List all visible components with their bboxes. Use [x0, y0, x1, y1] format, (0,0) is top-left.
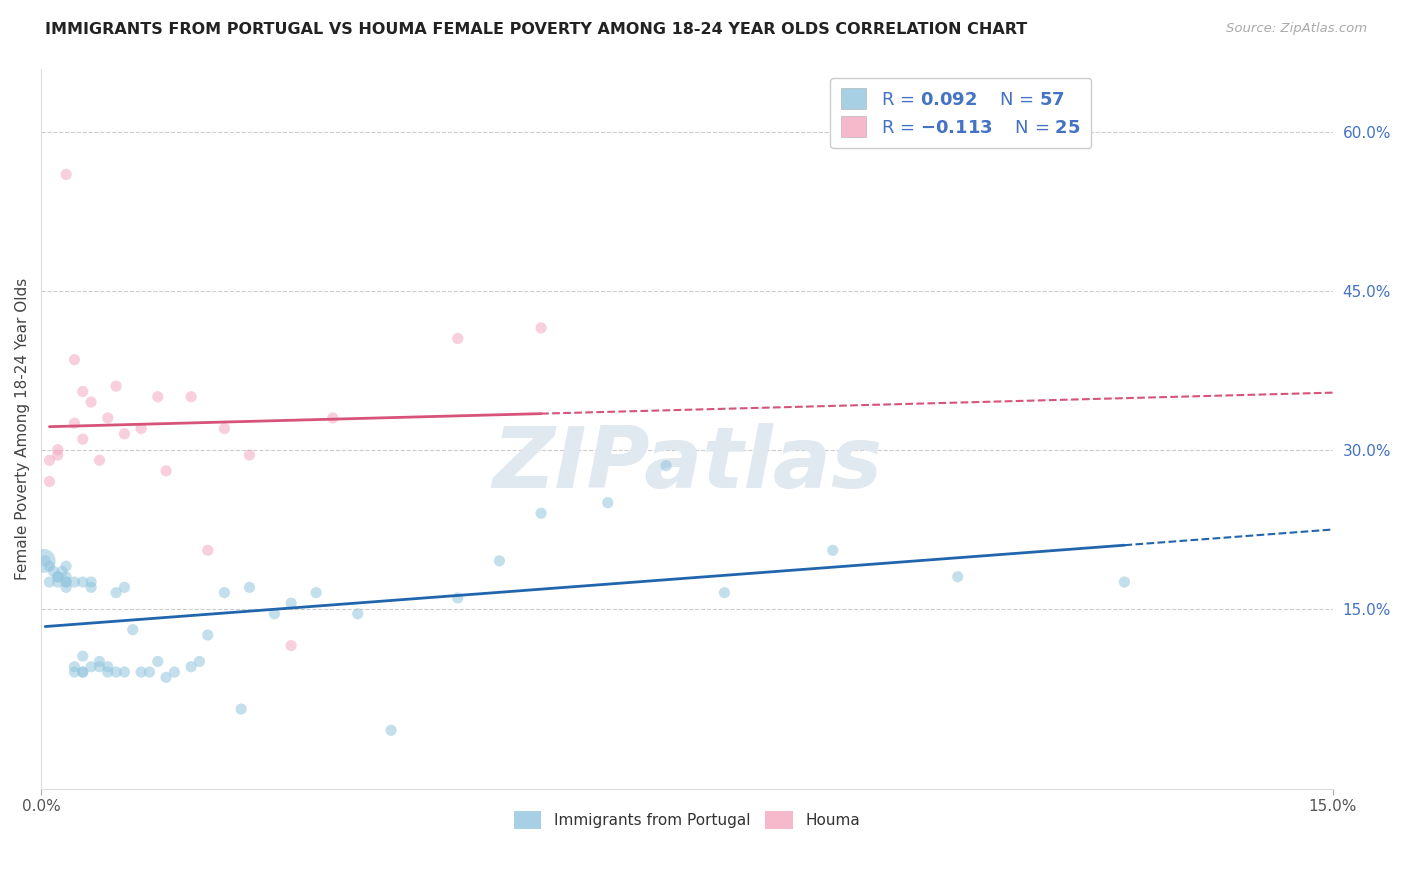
Point — [280, 596, 302, 610]
Point — [38, 453, 60, 467]
Point — [346, 607, 368, 621]
Point — [197, 628, 219, 642]
Point — [146, 655, 169, 669]
Point — [38, 559, 60, 574]
Point — [155, 670, 177, 684]
Point — [89, 659, 111, 673]
Point — [97, 665, 120, 679]
Point — [105, 379, 128, 393]
Point — [55, 570, 77, 584]
Point — [197, 543, 219, 558]
Point — [42, 565, 65, 579]
Point — [55, 580, 77, 594]
Point — [821, 543, 844, 558]
Point — [89, 655, 111, 669]
Point — [89, 453, 111, 467]
Y-axis label: Female Poverty Among 18-24 Year Olds: Female Poverty Among 18-24 Year Olds — [15, 277, 30, 580]
Point — [129, 665, 152, 679]
Point — [46, 570, 69, 584]
Point — [63, 416, 86, 430]
Point — [55, 575, 77, 590]
Point — [34, 554, 56, 568]
Legend: Immigrants from Portugal, Houma: Immigrants from Portugal, Houma — [508, 805, 866, 835]
Point — [80, 580, 103, 594]
Point — [280, 639, 302, 653]
Point — [114, 580, 136, 594]
Point — [63, 659, 86, 673]
Point — [596, 495, 619, 509]
Point — [97, 659, 120, 673]
Point — [72, 384, 94, 399]
Point — [229, 702, 252, 716]
Point — [238, 580, 260, 594]
Point — [129, 421, 152, 435]
Point — [713, 585, 735, 599]
Point — [105, 665, 128, 679]
Point — [530, 321, 553, 335]
Point — [488, 554, 510, 568]
Point — [322, 411, 344, 425]
Point — [1114, 575, 1136, 590]
Point — [80, 659, 103, 673]
Point — [72, 432, 94, 446]
Point — [46, 570, 69, 584]
Point — [46, 575, 69, 590]
Point — [114, 426, 136, 441]
Point — [46, 442, 69, 457]
Point — [72, 665, 94, 679]
Point — [946, 570, 969, 584]
Point — [38, 475, 60, 489]
Point — [180, 659, 202, 673]
Point — [447, 591, 470, 605]
Text: ZIPatlas: ZIPatlas — [492, 423, 882, 506]
Point — [63, 575, 86, 590]
Point — [138, 665, 160, 679]
Point — [121, 623, 143, 637]
Text: Source: ZipAtlas.com: Source: ZipAtlas.com — [1226, 22, 1367, 36]
Point — [238, 448, 260, 462]
Point — [188, 655, 211, 669]
Point — [114, 665, 136, 679]
Point — [380, 723, 402, 738]
Point — [32, 554, 55, 568]
Point — [305, 585, 328, 599]
Point — [72, 665, 94, 679]
Point — [146, 390, 169, 404]
Point — [180, 390, 202, 404]
Text: IMMIGRANTS FROM PORTUGAL VS HOUMA FEMALE POVERTY AMONG 18-24 YEAR OLDS CORRELATI: IMMIGRANTS FROM PORTUGAL VS HOUMA FEMALE… — [45, 22, 1028, 37]
Point — [38, 575, 60, 590]
Point — [46, 448, 69, 462]
Point — [63, 665, 86, 679]
Point — [97, 411, 120, 425]
Point — [447, 332, 470, 346]
Point — [72, 649, 94, 664]
Point — [163, 665, 186, 679]
Point — [80, 395, 103, 409]
Point — [63, 352, 86, 367]
Point — [80, 575, 103, 590]
Point — [51, 565, 73, 579]
Point — [72, 575, 94, 590]
Point — [55, 559, 77, 574]
Point — [214, 421, 236, 435]
Point — [105, 585, 128, 599]
Point — [655, 458, 678, 473]
Point — [214, 585, 236, 599]
Point — [55, 168, 77, 182]
Point — [530, 506, 553, 520]
Point — [55, 575, 77, 590]
Point — [155, 464, 177, 478]
Point — [263, 607, 285, 621]
